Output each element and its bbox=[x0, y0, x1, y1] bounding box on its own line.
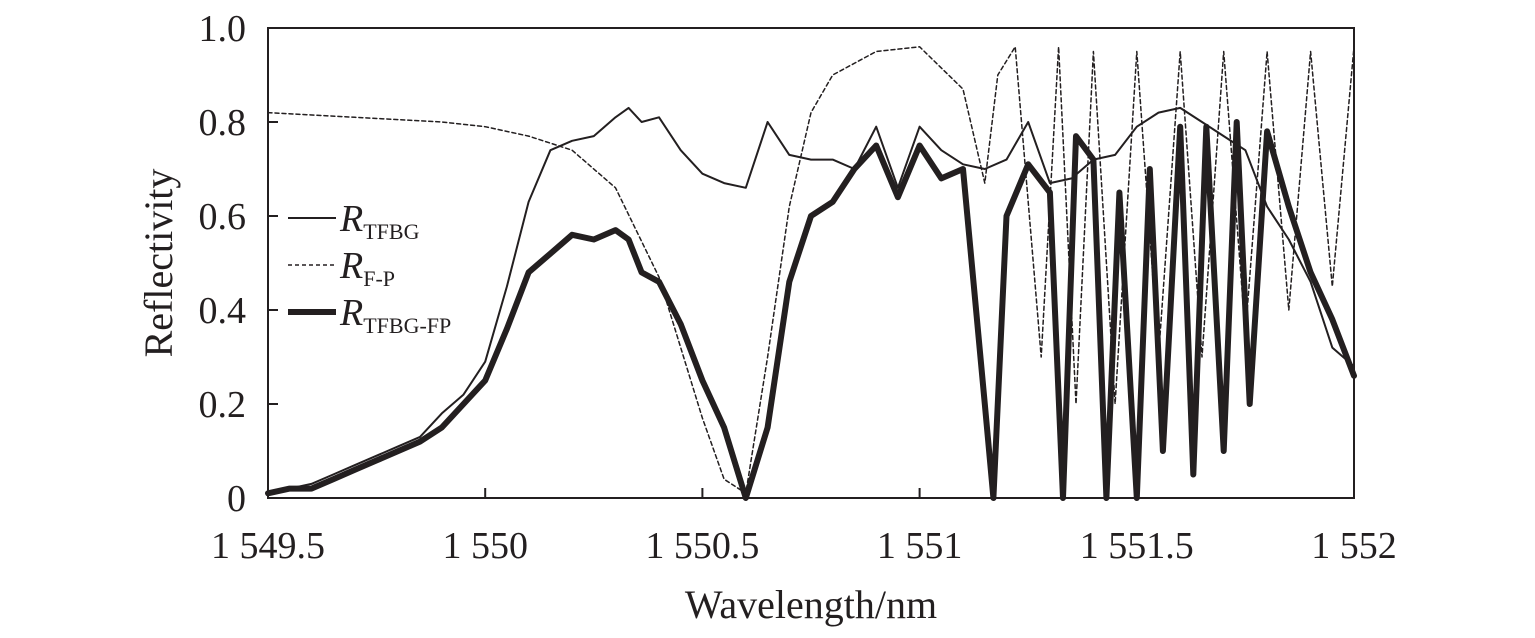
y-tick-label: 1.0 bbox=[199, 8, 247, 50]
legend-label-3: RTFBG-FP bbox=[339, 292, 451, 338]
x-tick-label: 1 551 bbox=[877, 525, 963, 567]
y-axis-title: Reflectivity bbox=[136, 169, 181, 358]
plot-frame bbox=[267, 27, 1355, 499]
x-axis-title: Wavelength/nm bbox=[685, 582, 937, 627]
x-tick-label: 1 551.5 bbox=[1080, 525, 1194, 567]
y-tick-label: 0 bbox=[227, 478, 246, 520]
y-tick-label: 0.6 bbox=[199, 196, 247, 238]
x-tick-label: 1 550 bbox=[442, 525, 528, 567]
y-tick-label: 0.4 bbox=[199, 290, 247, 332]
tick-layer: 1 549.5 1 550 1 550.5 1 551 1 551.5 1 552 0 0.2… bbox=[199, 8, 1397, 567]
x-tick-label: 1 549.5 bbox=[211, 525, 325, 567]
x-tick-label: 1 552 bbox=[1311, 525, 1397, 567]
series-line-3 bbox=[265, 119, 1357, 501]
y-tick-label: 0.8 bbox=[199, 102, 247, 144]
legend-label-1: RTFBG bbox=[339, 198, 420, 244]
y-tick-label: 0.2 bbox=[199, 384, 247, 426]
series-line-2 bbox=[267, 46, 1355, 495]
legend-label-2: RF-P bbox=[339, 245, 395, 291]
x-tick-label: 1 550.5 bbox=[645, 525, 759, 567]
series-layer bbox=[265, 46, 1357, 501]
